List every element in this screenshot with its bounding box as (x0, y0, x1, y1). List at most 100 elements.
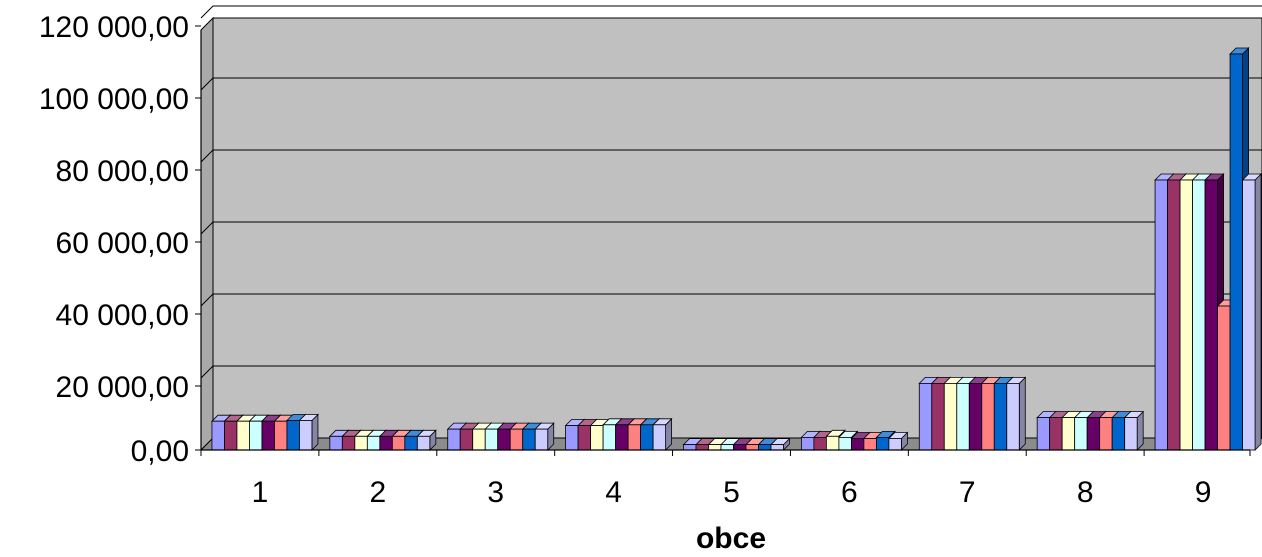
bar (652, 417, 673, 451)
bar-front (1229, 53, 1243, 451)
bar-front (577, 425, 592, 451)
bar-front (733, 444, 747, 451)
y-tick-label: 20 000,00 (56, 371, 189, 404)
plot-side-wall (200, 16, 214, 452)
bar (416, 429, 437, 451)
bar-front (1242, 179, 1256, 451)
plot-area (199, 16, 1262, 452)
bar-front (1086, 417, 1101, 451)
bar-front (770, 444, 784, 451)
x-axis-ticks: 1 2 3 4 5 6 7 8 9 (200, 450, 1251, 509)
bar-front (236, 420, 250, 451)
bar-front (416, 435, 431, 451)
x-tick-label: 3 (487, 476, 504, 509)
bar-front (261, 420, 275, 451)
bar-front (1154, 179, 1168, 451)
bar-front (918, 382, 933, 451)
x-tick-label: 4 (605, 476, 622, 509)
bar-front (1111, 417, 1126, 451)
y-tick-label: 40 000,00 (56, 299, 189, 332)
bar-front (565, 425, 579, 451)
bar-front (1036, 417, 1051, 451)
bar-front (1124, 417, 1138, 451)
bar-front (627, 424, 642, 451)
bar-front (615, 424, 629, 451)
gridline (200, 149, 1262, 163)
bar-front (1217, 305, 1231, 451)
bar-front (640, 424, 654, 451)
bar-front (602, 424, 617, 451)
bar-front (1006, 382, 1020, 451)
plot-back-wall (212, 17, 1262, 439)
bar-front (1204, 179, 1218, 451)
bar-front (484, 428, 499, 451)
bar-front (800, 436, 815, 451)
bar (1005, 376, 1027, 451)
bar-front (534, 428, 549, 451)
bar-side (1136, 410, 1144, 451)
bar-front (863, 438, 877, 451)
bar-front (993, 382, 1008, 451)
bar (534, 422, 555, 451)
y-tick-label: 120 000,00 (39, 11, 189, 44)
axes (200, 30, 1250, 451)
bar-front (1061, 417, 1076, 451)
bar-front (683, 444, 697, 451)
bar-front (825, 435, 840, 451)
bar (887, 431, 909, 451)
bar-front (1049, 417, 1063, 451)
bar (1123, 410, 1145, 451)
bar-front (211, 420, 225, 451)
bar-front (299, 420, 313, 451)
bar-front (354, 435, 368, 451)
x-tick-label: 2 (369, 476, 386, 509)
bar-front (745, 444, 759, 451)
bar-front (366, 435, 381, 451)
bar-front (522, 428, 536, 451)
bar (298, 413, 319, 451)
bar-front (509, 428, 524, 451)
x-tick-label: 9 (1195, 476, 1212, 509)
bar-front (1192, 179, 1206, 451)
bar-front (459, 428, 474, 451)
bar-front (720, 444, 734, 451)
bar-front (943, 382, 958, 451)
bar-front (249, 420, 263, 451)
x-tick-label: 7 (959, 476, 976, 509)
gridline (200, 365, 1262, 379)
gridlines (200, 5, 1262, 379)
bar-front (931, 382, 945, 451)
bar-side (1018, 376, 1026, 451)
bar-front (1099, 417, 1113, 451)
y-tick-label: 0,00 (131, 435, 189, 468)
bar-front (695, 444, 709, 451)
gridline (200, 5, 1262, 19)
bar-front (838, 436, 852, 451)
bar-front (447, 428, 461, 451)
bar-front (813, 436, 827, 451)
bar-front (758, 444, 772, 451)
y-tick-label: 60 000,00 (56, 227, 189, 260)
bar-front (956, 382, 970, 451)
y-tick-label: 100 000,00 (39, 83, 189, 116)
bar-front (888, 438, 902, 451)
x-axis-label: obce (696, 522, 766, 555)
bar-front (1179, 179, 1193, 451)
bar-front (404, 435, 418, 451)
bar-side (1254, 173, 1262, 451)
gridline (200, 293, 1262, 307)
bar-front (1167, 179, 1181, 451)
bar-front (329, 435, 343, 451)
x-tick-label: 8 (1077, 476, 1094, 509)
bar-front (286, 420, 300, 451)
bar-front (652, 424, 667, 451)
bar-front (274, 420, 288, 451)
bar-front (875, 436, 890, 451)
y-axis-ticks: 0,00 20 000,00 40 000,00 60 000,00 80 000,00… (39, 11, 201, 468)
gridline (200, 221, 1262, 235)
bar-front (341, 435, 356, 451)
bar-front (379, 435, 393, 451)
bar-front (590, 425, 604, 451)
bar-front (708, 444, 722, 451)
